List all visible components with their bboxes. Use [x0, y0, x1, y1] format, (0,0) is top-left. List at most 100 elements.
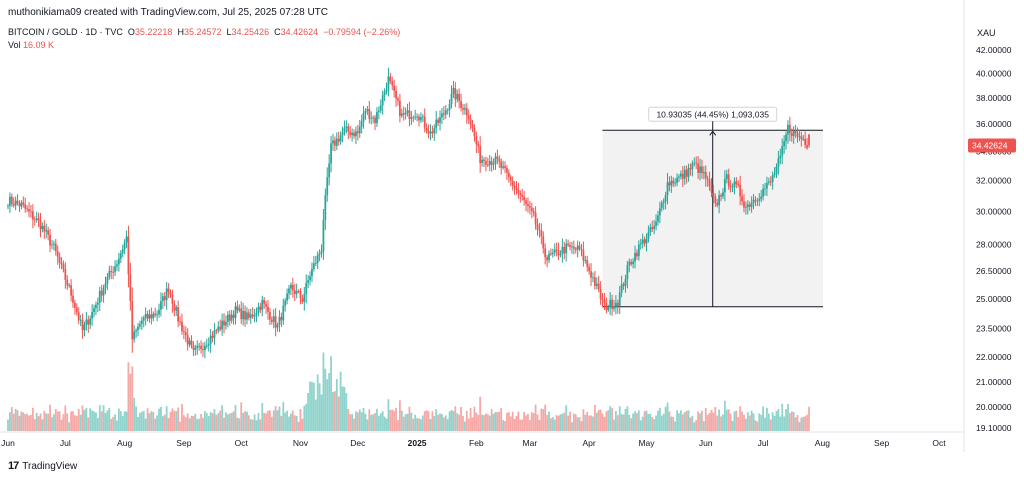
volume-bar: [326, 379, 329, 431]
volume-bar: [30, 414, 32, 431]
candle-body: [404, 112, 407, 115]
candle-body: [492, 163, 495, 165]
candle-body: [454, 88, 457, 100]
volume-bar: [398, 400, 401, 431]
candle-body: [9, 196, 11, 206]
candle-body: [756, 200, 759, 202]
volume-bar: [647, 414, 650, 431]
volume-bar: [605, 411, 608, 431]
volume-bar: [236, 417, 239, 431]
time-tick-label: Dec: [350, 438, 366, 448]
candle-body: [41, 225, 44, 230]
candle-body: [657, 215, 659, 222]
volume-bar: [360, 412, 363, 431]
time-tick-label: Feb: [469, 438, 484, 448]
candle-body: [64, 269, 67, 280]
candle-body: [255, 312, 258, 315]
candle-body: [739, 184, 742, 197]
candle-body: [666, 182, 669, 196]
volume-bar: [643, 411, 646, 431]
candle-body: [702, 171, 705, 174]
volume-bar: [722, 414, 724, 431]
volume-bar: [725, 409, 728, 431]
candle-body: [96, 302, 99, 305]
candle-body: [550, 253, 552, 255]
volume-bar: [538, 420, 541, 431]
volume-bar: [532, 413, 535, 431]
volume-bar: [448, 411, 451, 431]
symbol-name[interactable]: BITCOIN / GOLD · 1D · TVC: [8, 27, 123, 37]
candle-body: [79, 319, 82, 321]
volume-bar: [473, 406, 476, 431]
volume-bar: [787, 403, 789, 431]
volume-bar: [121, 416, 124, 431]
volume-bar: [95, 412, 97, 431]
volume-bar: [754, 420, 757, 431]
candle-body: [798, 136, 801, 138]
candle-body: [129, 274, 132, 302]
candle-body: [616, 302, 619, 307]
volume-bar: [609, 406, 612, 431]
volume-bar: [771, 412, 774, 431]
time-tick-label: Jul: [758, 438, 769, 448]
candle-body: [318, 253, 321, 255]
candle-body: [148, 314, 151, 319]
candle-body: [395, 90, 397, 99]
candle-body: [775, 166, 778, 174]
volume-bar: [418, 418, 420, 431]
candle-body: [679, 173, 682, 177]
volume-bar: [708, 412, 711, 431]
volume-bar: [630, 418, 633, 431]
volume-bar: [741, 411, 743, 431]
candle-body: [523, 196, 526, 201]
volume-bar: [523, 412, 526, 431]
candle-body: [398, 100, 401, 116]
time-tick-label: Jun: [699, 438, 713, 448]
volume-bar: [498, 411, 501, 431]
low-value: 34.25426: [231, 27, 270, 37]
candle-body: [173, 303, 176, 311]
volume-bar: [393, 410, 396, 431]
volume-bar: [385, 418, 388, 431]
time-tick-label: Sep: [874, 438, 889, 448]
candle-body: [127, 236, 130, 275]
candle-body: [781, 146, 784, 156]
volume-bar: [58, 411, 61, 431]
volume-bar: [423, 411, 426, 431]
open-label: O: [127, 27, 135, 37]
candle-body: [93, 308, 95, 312]
candle-body: [599, 289, 602, 299]
candle-body: [139, 324, 141, 327]
volume-bar: [446, 419, 449, 431]
candle-body: [117, 258, 120, 265]
volume-bar: [181, 403, 183, 431]
low-label: L: [226, 27, 232, 37]
change-value: −0.79594 (−2.26%): [323, 27, 401, 37]
volume-bar: [114, 414, 116, 431]
candle-body: [544, 248, 547, 258]
volume-bar: [345, 393, 348, 431]
volume-bar: [431, 411, 434, 431]
candle-body: [347, 126, 350, 132]
volume-bar: [272, 410, 275, 431]
candle-body: [360, 121, 363, 127]
candle-body: [121, 249, 124, 254]
candle-body: [553, 249, 556, 253]
currency-label[interactable]: XAU: [977, 28, 996, 38]
volume-bar: [504, 421, 506, 431]
volume-bar: [628, 414, 631, 431]
candle-body: [712, 192, 715, 197]
volume-bar: [576, 417, 579, 431]
volume-bar: [456, 413, 459, 431]
candle-body: [62, 264, 65, 270]
volume-bar: [414, 414, 417, 431]
volume-bar: [190, 415, 193, 431]
volume-bar: [441, 413, 443, 431]
candle-body: [655, 221, 657, 227]
price-tick-label: 23.50000: [976, 324, 1012, 334]
candle-body: [416, 116, 418, 118]
tradingview-footer[interactable]: 17 TradingView: [8, 460, 77, 472]
volume-bar: [410, 412, 413, 431]
volume-bar: [657, 410, 659, 431]
